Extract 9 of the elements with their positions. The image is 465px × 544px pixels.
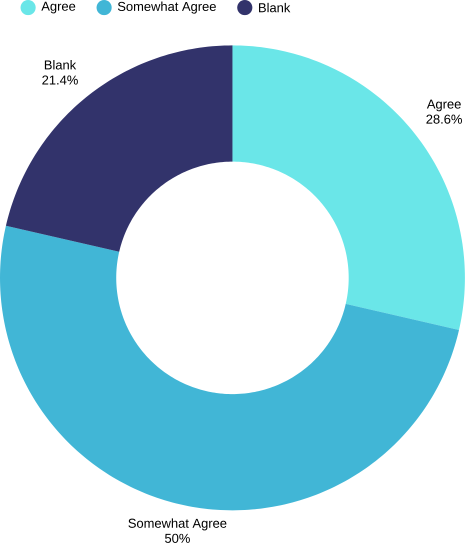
data-label: 28.6%: [426, 114, 462, 124]
legend-label: Agree: [41, 2, 76, 14]
slice-label: Somewhat Agree: [128, 518, 226, 530]
slice-label: Blank: [44, 60, 76, 70]
slice-label: Agree: [426, 100, 461, 112]
data-label: 21.4%: [42, 75, 78, 85]
legend-label: Blank: [259, 2, 290, 12]
legend-label: Somewhat Agree: [118, 2, 216, 14]
data-label: 50%: [165, 534, 190, 543]
